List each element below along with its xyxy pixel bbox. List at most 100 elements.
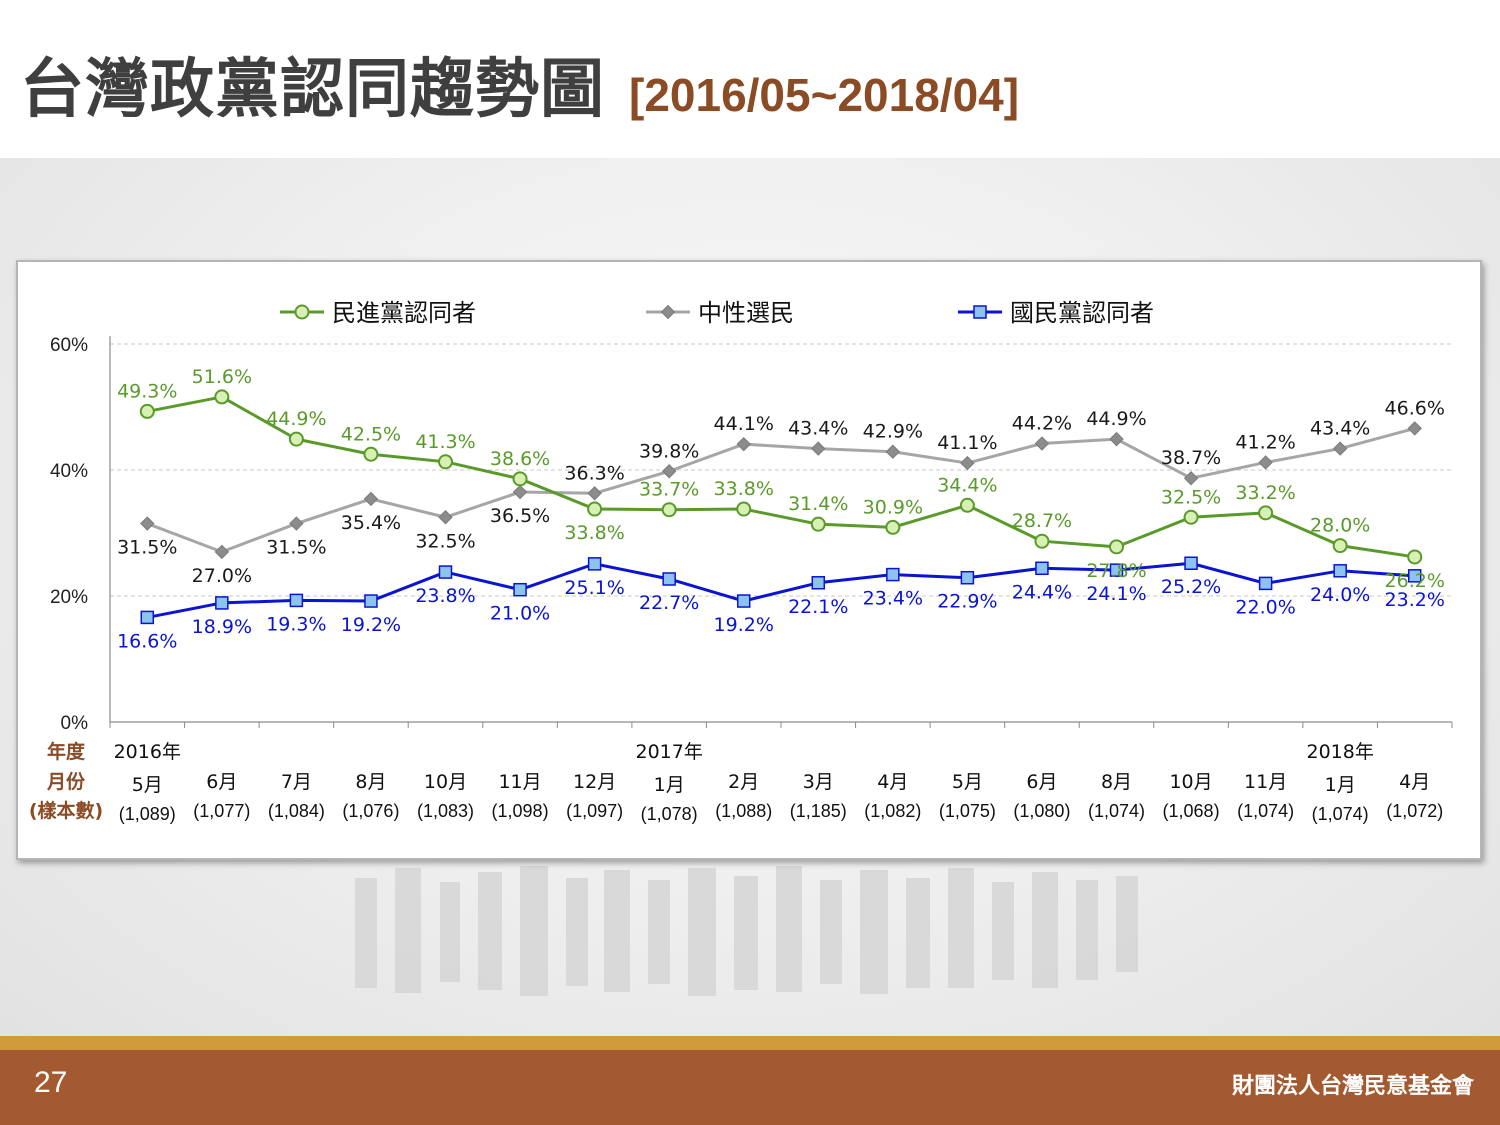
footer-stripe — [0, 1036, 1500, 1050]
series-2-data-label-10: 23.4% — [863, 588, 923, 610]
series-2-point-16 — [1333, 564, 1347, 578]
series-1-point-2 — [289, 516, 304, 531]
series-1-point-7 — [661, 464, 677, 479]
x-sample-label-4: (1,083) — [417, 801, 474, 821]
chart-panel: 0% 20% 40% 60% 年度 月份 (樣本數) 2016年 5月 (1,089) 6月 (1,0… — [16, 260, 1482, 860]
series-1-point-14 — [1183, 470, 1199, 486]
title-text: 台灣政黨認同趨勢圖 — [20, 53, 605, 127]
series-0-data-label-5: 38.6% — [490, 448, 550, 470]
series-0-point-13 — [1109, 539, 1124, 555]
x-month-label-3: 8月 — [355, 771, 386, 793]
footer-bar — [0, 1050, 1500, 1125]
x-month-label-12: 6月 — [1026, 771, 1057, 793]
legend-marker-1 — [660, 304, 676, 320]
series-2-data-label-3: 19.2% — [341, 614, 401, 636]
series-2-data-label-12: 24.4% — [1012, 581, 1072, 603]
series-1-data-label-8: 44.1% — [714, 413, 774, 435]
series-1-point-5 — [512, 484, 528, 500]
series-1-point-10 — [885, 444, 901, 459]
series-2-data-label-7: 22.7% — [639, 592, 699, 614]
series-0-data-label-0: 49.3% — [117, 380, 177, 402]
x-month-label-0: 5月 — [132, 774, 163, 796]
x-sample-label-5: (1,098) — [492, 801, 549, 821]
x-sample-label-11: (1,075) — [939, 801, 996, 821]
series-2-point-0 — [140, 610, 155, 625]
series-1-point-17 — [1407, 421, 1422, 436]
series-line-1 — [146, 426, 1416, 554]
series-1-point-16 — [1332, 441, 1348, 456]
x-month-label-5: 11月 — [498, 771, 541, 793]
series-2-point-5 — [513, 582, 527, 597]
series-line-0 — [146, 395, 1415, 559]
x-sample-label-3: (1,076) — [342, 801, 399, 821]
title-date-range: [2016/05~2018/04] — [629, 69, 1020, 121]
series-2-point-3 — [364, 594, 378, 608]
x-year-label-16: 2018年 — [1306, 741, 1373, 763]
series-0-point-12 — [1034, 533, 1050, 549]
series-2-point-2 — [289, 593, 304, 608]
series-0-point-11 — [959, 497, 975, 513]
x-sample-label-17: (1,072) — [1386, 801, 1443, 821]
series-2-point-11 — [960, 570, 975, 585]
series-2-point-17 — [1407, 569, 1422, 583]
series-0-data-label-9: 31.4% — [788, 493, 848, 515]
series-0-point-0 — [139, 403, 155, 419]
legend-label-2: 國民黨認同者 — [1010, 299, 1154, 327]
x-month-label-13: 8月 — [1101, 771, 1132, 793]
series-1-point-11 — [960, 455, 975, 471]
x-sample-label-8: (1,088) — [715, 801, 772, 821]
x-sample-label-0: (1,089) — [119, 804, 176, 824]
series-2-data-label-1: 18.9% — [192, 616, 252, 638]
y-tick-label-0: 0% — [61, 713, 89, 734]
series-2-data-label-17: 23.2% — [1385, 589, 1445, 611]
series-2-data-label-9: 22.1% — [788, 596, 848, 618]
series-0-data-label-2: 44.9% — [266, 408, 326, 430]
x-month-label-15: 11月 — [1244, 771, 1287, 793]
x-month-label-11: 5月 — [952, 771, 983, 793]
series-0-data-label-1: 51.6% — [192, 366, 252, 388]
x-sample-label-16: (1,074) — [1312, 804, 1369, 824]
x-month-label-8: 2月 — [728, 771, 759, 793]
series-0-point-1 — [214, 389, 230, 405]
series-1-point-12 — [1034, 436, 1050, 451]
series-0-point-17 — [1407, 549, 1423, 565]
x-sample-label-6: (1,097) — [566, 801, 623, 821]
series-1-point-6 — [587, 486, 602, 501]
x-year-label-7: 2017年 — [635, 741, 702, 763]
series-2-point-13 — [1109, 563, 1124, 577]
series-0-point-7 — [661, 502, 677, 518]
series-2-point-9 — [811, 576, 826, 590]
series-1-data-label-0: 31.5% — [117, 537, 177, 559]
series-0-point-5 — [512, 471, 528, 487]
series-0-point-3 — [363, 446, 379, 462]
series-2-data-label-4: 23.8% — [415, 585, 475, 607]
x-month-label-10: 4月 — [877, 771, 908, 793]
series-0-point-14 — [1183, 509, 1199, 525]
x-month-label-14: 10月 — [1169, 771, 1212, 793]
x-year-label-0: 2016年 — [114, 741, 181, 763]
series-0-data-label-7: 33.7% — [639, 479, 699, 501]
series-1-data-label-15: 41.2% — [1235, 431, 1295, 453]
y-tick-label-3: 60% — [50, 335, 88, 356]
series-1-point-0 — [140, 516, 155, 531]
series-2-point-8 — [736, 594, 751, 608]
series-1-data-label-3: 35.4% — [341, 512, 401, 534]
series-1-data-label-1: 27.0% — [192, 565, 252, 587]
legend-marker-2 — [973, 305, 987, 319]
y-tick-label-1: 20% — [50, 587, 88, 608]
series-0-data-label-10: 30.9% — [863, 496, 923, 518]
x-sample-label-1: (1,077) — [193, 801, 250, 821]
series-2-point-4 — [438, 565, 453, 579]
x-sample-label-13: (1,074) — [1088, 801, 1145, 821]
x-sample-label-12: (1,080) — [1013, 801, 1070, 821]
x-sample-label-14: (1,068) — [1163, 801, 1220, 821]
series-0-point-2 — [288, 431, 304, 447]
series-1-data-label-2: 31.5% — [266, 537, 326, 559]
series-2-data-label-15: 22.0% — [1235, 596, 1295, 618]
x-month-label-17: 4月 — [1399, 771, 1430, 793]
legend-marker-0 — [294, 304, 310, 320]
row-header-2: (樣本數) — [29, 799, 103, 822]
series-1-point-1 — [214, 544, 230, 560]
series-2-point-1 — [215, 596, 229, 610]
series-2-data-label-11: 22.9% — [937, 591, 997, 613]
